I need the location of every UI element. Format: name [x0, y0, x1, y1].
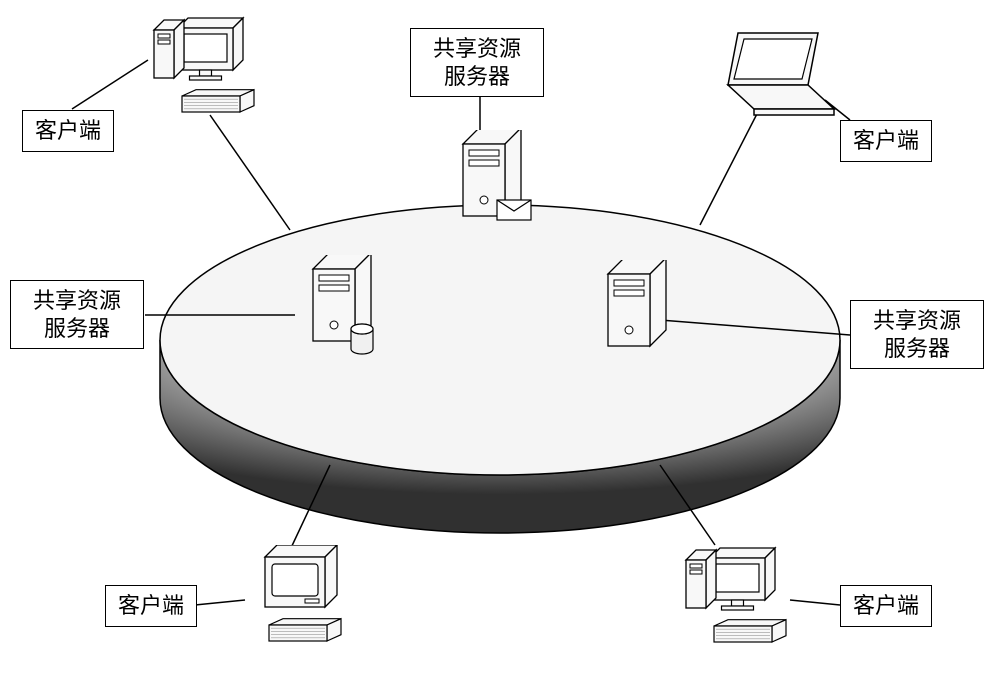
client_bl-device	[245, 545, 385, 690]
client_tl-label: 客户端	[22, 110, 114, 152]
server_top-label: 共享资源服务器	[410, 28, 544, 97]
server_top-device	[445, 130, 585, 275]
server_left-device	[295, 255, 435, 400]
client_bl-label: 客户端	[105, 585, 197, 627]
client_br-label: 客户端	[840, 585, 932, 627]
client_tr-device	[720, 25, 860, 170]
server_right-device	[590, 260, 730, 405]
server_right-label: 共享资源服务器	[850, 300, 984, 369]
client_br-device	[680, 540, 820, 685]
server_left-label: 共享资源服务器	[10, 280, 144, 349]
diagram-canvas: 客户端客户端客户端客户端共享资源服务器共享资源服务器共享资源服务器	[0, 0, 1000, 691]
client_tr-label: 客户端	[840, 120, 932, 162]
client_tl-device	[148, 10, 288, 155]
